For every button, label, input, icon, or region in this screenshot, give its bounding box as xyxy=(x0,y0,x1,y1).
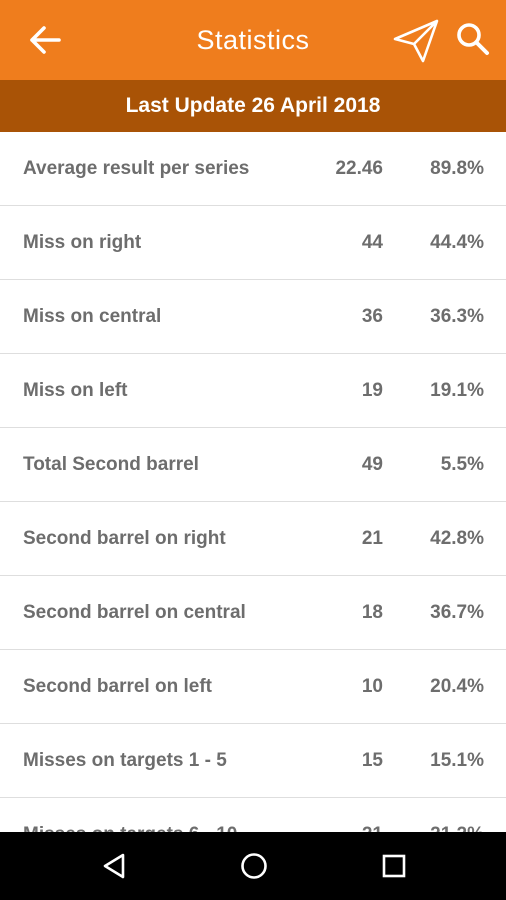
stat-label: Second barrel on left xyxy=(23,676,212,697)
stat-percent: 15.1% xyxy=(430,750,484,771)
stat-row-second-barrel-left: Second barrel on left 10 20.4% xyxy=(0,650,506,724)
stat-percent: 36.3% xyxy=(430,306,484,327)
stat-row-misses-targets-6-10: Misses on targets 6 - 10 21 21.2% xyxy=(0,798,506,832)
stat-row-miss-right: Miss on right 44 44.4% xyxy=(0,206,506,280)
stat-count: 49 xyxy=(361,454,383,475)
stat-row-total-second-barrel: Total Second barrel 49 5.5% xyxy=(0,428,506,502)
stat-label: Second barrel on central xyxy=(23,602,246,623)
stat-label: Second barrel on right xyxy=(23,528,226,549)
stat-row-misses-targets-1-5: Misses on targets 1 - 5 15 15.1% xyxy=(0,724,506,798)
stat-percent: 44.4% xyxy=(430,232,484,253)
stat-percent: 21.2% xyxy=(430,798,484,832)
stat-row-second-barrel-right: Second barrel on right 21 42.8% xyxy=(0,502,506,576)
square-recents-icon xyxy=(382,854,406,878)
stat-count: 18 xyxy=(361,602,383,623)
stat-count: 22.46 xyxy=(335,158,383,179)
stat-percent: 42.8% xyxy=(430,528,484,549)
stat-label: Miss on left xyxy=(23,380,128,401)
arrow-left-icon xyxy=(30,26,61,54)
stat-label: Total Second barrel xyxy=(23,454,199,475)
stat-row-second-barrel-central: Second barrel on central 18 36.7% xyxy=(0,576,506,650)
nav-home-button[interactable] xyxy=(232,846,276,886)
stat-count: 10 xyxy=(361,676,383,697)
stat-label: Misses on targets 1 - 5 xyxy=(23,750,227,771)
stat-count: 36 xyxy=(361,306,383,327)
stat-label: Average result per series xyxy=(23,158,250,179)
search-icon xyxy=(457,23,489,55)
system-nav-bar xyxy=(0,832,506,900)
stat-count: 44 xyxy=(361,232,383,253)
stat-count: 21 xyxy=(362,798,383,832)
stat-percent: 19.1% xyxy=(430,380,484,401)
stat-count: 15 xyxy=(361,750,383,771)
stat-percent: 89.8% xyxy=(430,158,484,179)
stat-count: 21 xyxy=(361,528,383,549)
stat-label: Miss on right xyxy=(23,232,142,253)
stat-row-miss-left: Miss on left 19 19.1% xyxy=(0,354,506,428)
search-button[interactable] xyxy=(450,16,496,62)
nav-back-button[interactable] xyxy=(92,846,136,886)
nav-recents-button[interactable] xyxy=(372,846,416,886)
stat-percent: 20.4% xyxy=(430,676,484,697)
back-button[interactable] xyxy=(22,18,68,62)
stat-label: Misses on targets 6 - 10 xyxy=(23,798,237,832)
circle-home-icon xyxy=(241,853,267,879)
share-button[interactable] xyxy=(388,14,444,68)
app-bar: Statistics xyxy=(0,0,506,80)
last-update-banner: Last Update 26 April 2018 xyxy=(0,80,506,132)
stat-count: 19 xyxy=(361,380,383,401)
stat-label: Miss on central xyxy=(23,306,162,327)
triangle-back-icon xyxy=(103,853,125,879)
stat-percent: 36.7% xyxy=(430,602,484,623)
stat-row-miss-central: Miss on central 36 36.3% xyxy=(0,280,506,354)
stat-percent: 5.5% xyxy=(440,454,484,475)
stats-list[interactable]: Average result per series 22.46 89.8% Mi… xyxy=(0,132,506,832)
stat-row-average-result: Average result per series 22.46 89.8% xyxy=(0,132,506,206)
paper-plane-icon xyxy=(393,19,439,63)
